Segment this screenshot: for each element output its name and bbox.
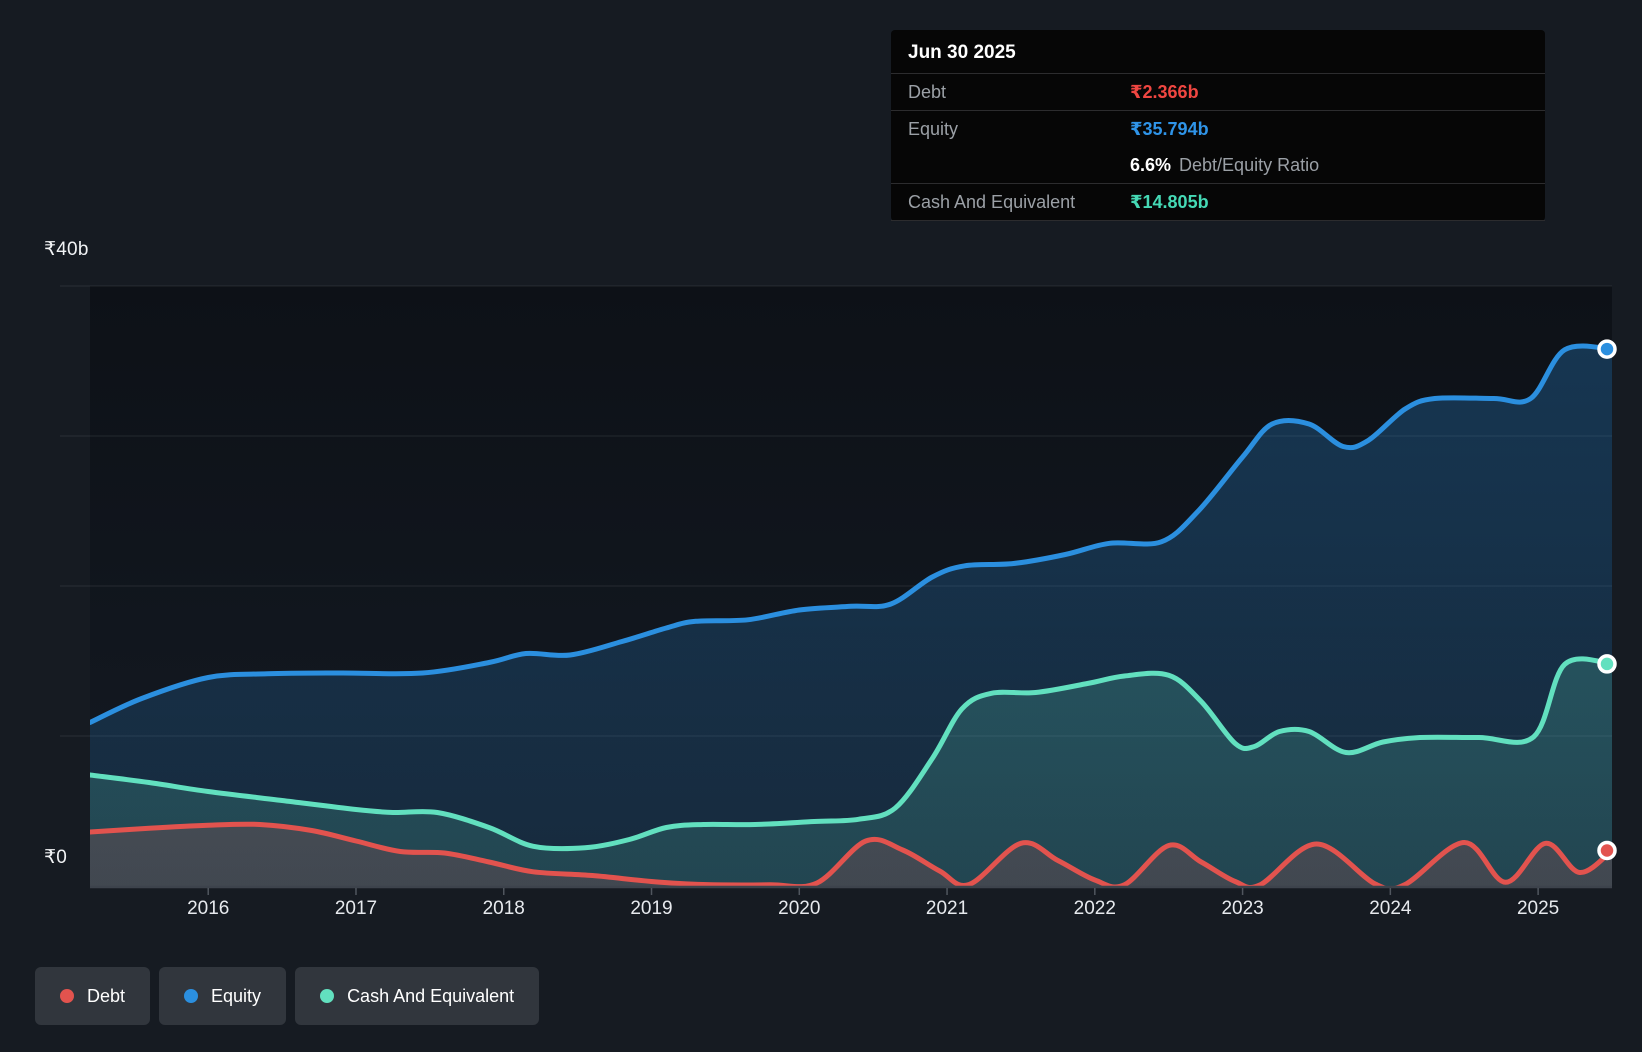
tooltip-row-cash: Cash And Equivalent ₹14.805b bbox=[891, 184, 1545, 221]
tooltip-row-ratio: 6.6% Debt/Equity Ratio bbox=[891, 147, 1545, 184]
x-axis-label-2017: 2017 bbox=[334, 898, 378, 919]
legend-label: Equity bbox=[211, 985, 262, 1006]
equity-color-dot bbox=[184, 989, 199, 1003]
y-axis-label-top: ₹40b bbox=[44, 239, 89, 260]
endpoint-dot-equity[interactable] bbox=[1597, 339, 1617, 359]
line-cash-and-equivalent bbox=[90, 656, 1615, 852]
legend-label: Cash And Equivalent bbox=[347, 985, 515, 1006]
tooltip-ratio-value: 6.6% bbox=[1130, 154, 1172, 175]
cash-and-equivalent-color-dot bbox=[320, 989, 335, 1003]
x-axis-label-2023: 2023 bbox=[1221, 898, 1264, 919]
tooltip-debt-value: ₹2.366b bbox=[1130, 81, 1199, 102]
endpoint-dot-debt[interactable] bbox=[1597, 840, 1617, 861]
x-axis-label-2022: 2022 bbox=[1073, 898, 1116, 919]
x-axis-label-2025: 2025 bbox=[1516, 898, 1560, 919]
endpoint-dot-cash-and-equivalent[interactable] bbox=[1597, 654, 1617, 674]
tooltip-ratio-label: Debt/Equity Ratio bbox=[1179, 154, 1320, 175]
line-debt bbox=[90, 821, 1615, 888]
x-axis-label-2024: 2024 bbox=[1369, 898, 1412, 919]
area-cash-and-equivalent bbox=[90, 658, 1612, 886]
x-axis-label-2020: 2020 bbox=[778, 898, 821, 919]
area-debt bbox=[90, 824, 1612, 888]
x-axis-label-2021: 2021 bbox=[925, 898, 969, 919]
line-equity bbox=[90, 343, 1615, 725]
tooltip-row-debt: Debt ₹2.366b bbox=[891, 74, 1545, 111]
series-lines bbox=[90, 343, 1615, 888]
y-axis-label-zero: ₹0 bbox=[44, 847, 68, 868]
x-axis-label-2019: 2019 bbox=[630, 898, 673, 919]
x-axis-label-2018: 2018 bbox=[482, 898, 525, 919]
tooltip-cash-label: Cash And Equivalent bbox=[908, 191, 1076, 212]
x-axis-label-2016: 2016 bbox=[187, 898, 230, 919]
legend-item-debt[interactable]: Debt bbox=[35, 967, 151, 1025]
legend-item-equity[interactable]: Equity bbox=[159, 967, 287, 1025]
tooltip: Jun 30 2025 Debt ₹2.366b Equity ₹35.794b… bbox=[891, 30, 1545, 221]
tooltip-cash-value: ₹14.805b bbox=[1130, 191, 1209, 212]
legend: Debt Equity Cash And Equivalent bbox=[35, 967, 540, 1025]
tooltip-equity-label: Equity bbox=[908, 118, 959, 139]
tooltip-row-equity: Equity ₹35.794b bbox=[891, 111, 1545, 147]
series-areas bbox=[90, 345, 1612, 888]
tooltip-equity-value: ₹35.794b bbox=[1130, 118, 1209, 139]
tooltip-title: Jun 30 2025 bbox=[891, 30, 1545, 74]
legend-label: Debt bbox=[87, 985, 126, 1006]
tooltip-debt-label: Debt bbox=[908, 81, 947, 102]
debt-color-dot bbox=[60, 989, 74, 1003]
legend-item-cash-and-equivalent[interactable]: Cash And Equivalent bbox=[295, 967, 540, 1025]
